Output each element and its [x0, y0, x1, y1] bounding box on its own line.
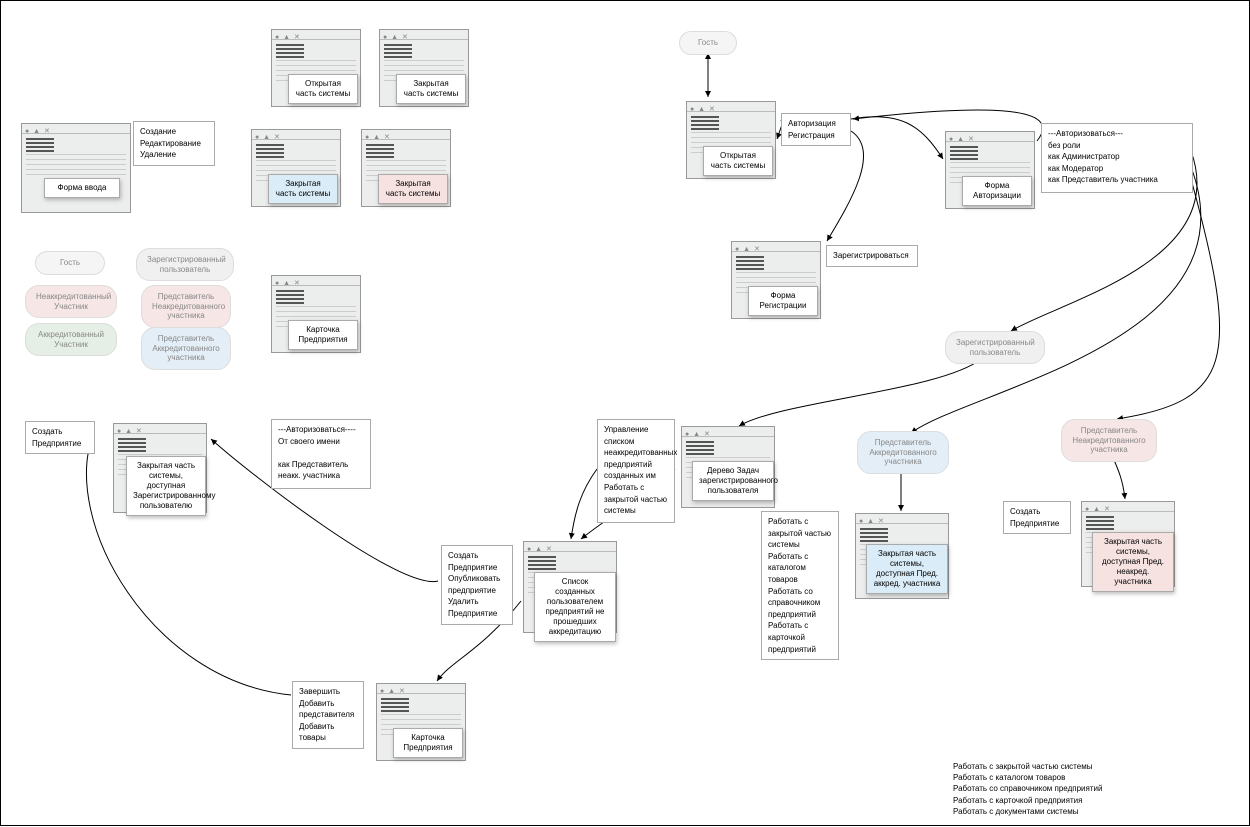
- window-card-label: Карточка Предприятия: [393, 728, 463, 758]
- text-box: АвторизацияРегистрация: [781, 113, 851, 146]
- window-mockup: ● ▲ ✕Форма Авторизации: [945, 131, 1035, 209]
- text-line: Создать: [32, 426, 88, 438]
- text-line: без роли: [1048, 140, 1186, 152]
- window-mockup: ● ▲ ✕Закрытая часть системы, доступная П…: [855, 513, 949, 599]
- text-box: СоздатьПредприятие: [1003, 501, 1071, 534]
- text-line: Работать с документами системы: [953, 806, 1203, 817]
- text-line: Работать с каталогом товаров: [953, 772, 1203, 783]
- text-box: Зарегистрироваться: [826, 245, 918, 267]
- text-line: Создание: [140, 126, 208, 138]
- text-box: Создать ПредприятиеОпубликовать предприя…: [441, 545, 513, 625]
- text-line: Авторизация: [788, 118, 844, 130]
- text-line: Добавить товары: [299, 721, 357, 744]
- window-mockup: ● ▲ ✕Закрытая часть системы: [251, 129, 341, 207]
- text-line: ---Авторизоваться----: [278, 424, 364, 436]
- window-card-label: Форма Регистрации: [748, 286, 818, 316]
- role-pill: Представитель Аккредитованного участника: [857, 431, 949, 474]
- text-line: ---Авторизоваться---: [1048, 128, 1186, 140]
- text-box: СоздатьПредприятие: [25, 421, 95, 454]
- free-text: Работать с закрытой частью системыРабота…: [953, 761, 1203, 817]
- window-card-label: Закрытая часть системы: [396, 74, 466, 104]
- text-line: Завершить: [299, 686, 357, 698]
- text-box: ---Авторизоваться---без роликак Админист…: [1041, 123, 1193, 193]
- window-card-label: Закрытая часть системы, доступная Пред. …: [866, 544, 948, 594]
- text-line: Предприятие: [1010, 518, 1064, 530]
- text-line: как Администратор: [1048, 151, 1186, 163]
- window-mockup: ● ▲ ✕Закрытая часть системы: [379, 29, 469, 107]
- window-mockup: ● ▲ ✕Форма Регистрации: [731, 241, 821, 319]
- text-line: Работать со справочником предприятий: [768, 586, 832, 621]
- text-line: как Модератор: [1048, 163, 1186, 175]
- window-mockup: ● ▲ ✕Закрытая часть системы, доступная П…: [1081, 501, 1175, 587]
- text-line: Работать со справочником предприятий: [953, 783, 1203, 794]
- window-mockup: ● ▲ ✕Открытая часть системы: [686, 101, 776, 179]
- text-box: ---Авторизоваться----От своего имени как…: [271, 419, 371, 489]
- edge-arrow: [851, 117, 943, 159]
- window-mockup: ● ▲ ✕Список созданных пользователем пред…: [523, 541, 617, 633]
- window-card-label: Закрытая часть системы, доступная Зареги…: [126, 456, 206, 516]
- role-pill: Представитель Аккредитованного участника: [141, 327, 231, 370]
- text-line: Редактирование: [140, 138, 208, 150]
- text-line: Работать с закрытой частью системы: [768, 516, 832, 551]
- diagram-canvas: ● ▲ ✕Форма ввода ● ▲ ✕Открытая часть сист…: [0, 0, 1250, 826]
- text-line: Создать: [1010, 506, 1064, 518]
- text-box: Работать с закрытой частью системыРабота…: [761, 511, 839, 660]
- text-line: Добавить представителя: [299, 698, 357, 721]
- text-line: Работать с закрытой частью системы: [953, 761, 1203, 772]
- window-card-label: Дерево Задач зарегистрированного пользов…: [692, 461, 774, 501]
- text-line: Работать с карточкой предприятия: [953, 795, 1203, 806]
- role-pill: Зарегистрированный пользователь: [136, 248, 234, 281]
- window-card-label: Открытая часть системы: [288, 74, 358, 104]
- window-mockup: ● ▲ ✕Закрытая часть системы, доступная З…: [113, 423, 207, 513]
- edge-arrow: [827, 131, 864, 241]
- text-box: СозданиеРедактированиеУдаление: [133, 121, 215, 166]
- window-mockup: ● ▲ ✕Карточка Предприятия: [376, 683, 466, 761]
- text-box: Управление списком неаккредитованных пре…: [597, 419, 675, 523]
- edge-arrow: [739, 359, 981, 426]
- text-line: От своего имени: [278, 436, 364, 448]
- role-pill: Представитель Неакредитованного участник…: [1061, 419, 1157, 462]
- window-mockup: ● ▲ ✕Карточка Предприятия: [271, 275, 361, 353]
- window-mockup: ● ▲ ✕Дерево Задач зарегистрированного по…: [681, 426, 775, 508]
- text-line: как Представитель участника: [1048, 174, 1186, 186]
- role-pill: Зарегистрированный пользователь: [945, 331, 1045, 364]
- text-line: Зарегистрироваться: [833, 250, 911, 262]
- text-line: Работать с каталогом товаров: [768, 551, 832, 586]
- text-line: Создать Предприятие: [448, 550, 506, 573]
- edge-arrow: [1117, 179, 1220, 419]
- text-line: Удаление: [140, 149, 208, 161]
- window-card-label: Форма Авторизации: [962, 176, 1032, 206]
- role-pill: Гость: [679, 31, 737, 55]
- role-pill: Аккредитованный Участник: [25, 323, 117, 356]
- window-card-label: Закрытая часть системы, доступная Пред. …: [1092, 532, 1174, 592]
- text-line: как Представитель неакк. участника: [278, 459, 364, 482]
- window-card-label: Закрытая часть системы: [268, 174, 338, 204]
- role-pill: Неаккредитованный Участник: [25, 285, 117, 318]
- text-line: Предприятие: [32, 438, 88, 450]
- text-line: Работать с карточкой предприятий: [768, 620, 832, 655]
- text-line: Работать с закрытой частью системы: [604, 482, 668, 517]
- text-line: Удалить Предприятие: [448, 596, 506, 619]
- window-card-label: Открытая часть системы: [703, 146, 773, 176]
- text-line: Опубликовать предприятие: [448, 573, 506, 596]
- window-card-label: Карточка Предприятия: [288, 320, 358, 350]
- window-card-label: Форма ввода: [44, 178, 120, 198]
- window-mockup: ● ▲ ✕Форма ввода: [21, 123, 131, 213]
- text-line: Регистрация: [788, 130, 844, 142]
- window-mockup: ● ▲ ✕Закрытая часть системы: [361, 129, 451, 207]
- window-card-label: Список созданных пользователем предприят…: [534, 572, 616, 642]
- text-line: Управление списком неаккредитованных пре…: [604, 424, 668, 482]
- role-pill: Представитель Неакредитованного участник…: [141, 285, 231, 328]
- text-box: ЗавершитьДобавить представителяДобавить …: [292, 681, 364, 749]
- role-pill: Гость: [35, 251, 105, 275]
- window-card-label: Закрытая часть системы: [378, 174, 448, 204]
- window-mockup: ● ▲ ✕Открытая часть системы: [271, 29, 361, 107]
- edge-arrow: [571, 469, 597, 539]
- text-line: [278, 447, 364, 459]
